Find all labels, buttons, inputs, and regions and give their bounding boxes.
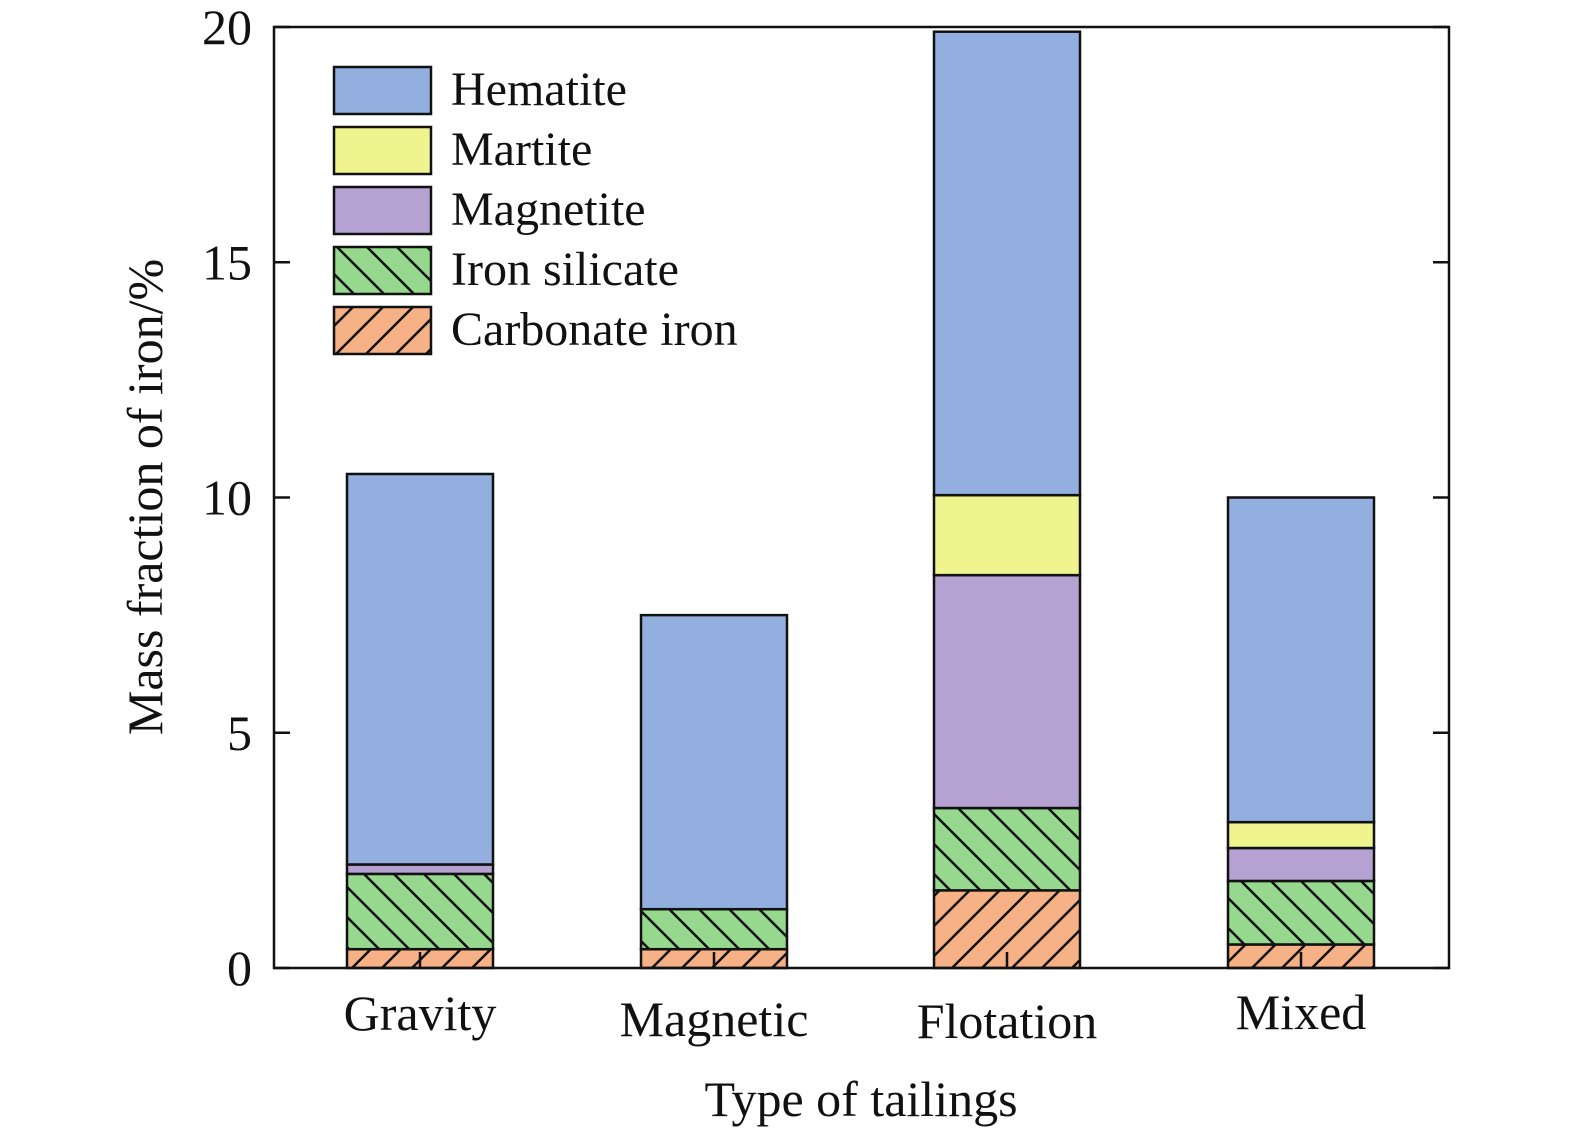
legend-label-hematite: Hematite (451, 63, 627, 116)
bar-segment-flotation-martite (932, 493, 1082, 577)
bar-segment-gravity-hematite (345, 472, 495, 866)
legend-label-martite: Martite (451, 123, 592, 176)
bar-segment-mixed-iron-silicate (1226, 879, 1376, 946)
y-tick-label: 5 (227, 705, 252, 761)
legend-swatch-iron-silicate (332, 245, 433, 296)
legend-label-iron-silicate: Iron silicate (451, 243, 679, 296)
y-tick-label: 10 (202, 470, 252, 526)
bar-segment-gravity-magnetite (345, 863, 495, 876)
legend-swatch-magnetite (332, 185, 433, 236)
x-category-label: Magnetic (620, 991, 809, 1047)
y-tick-label: 0 (227, 940, 252, 996)
y-axis-ticks: 0 5 10 15 20 (202, 0, 1449, 996)
legend-label-carbonate-iron: Carbonate iron (451, 303, 738, 356)
x-axis-title: Type of tailings (704, 1071, 1017, 1127)
y-tick-label: 20 (202, 0, 252, 55)
legend-swatch-hematite (332, 65, 433, 116)
legend-swatch-carbonate-iron (332, 305, 433, 356)
x-category-label: Mixed (1236, 984, 1367, 1040)
x-axis-categories: Gravity Magnetic Flotation Mixed (344, 952, 1367, 1049)
bar-segment-gravity-iron-silicate (345, 872, 495, 951)
bar-segment-flotation-iron-silicate (932, 806, 1082, 892)
y-axis-title: Mass fraction of iron/% (117, 259, 173, 735)
y-tick-label: 15 (202, 234, 252, 290)
legend-swatch-martite (332, 125, 433, 176)
x-category-label: Gravity (344, 985, 497, 1041)
bar-segment-flotation-hematite (932, 30, 1082, 497)
bar-segment-magnetic-hematite (639, 613, 789, 911)
bar-segment-magnetic-iron-silicate (639, 907, 789, 951)
bar-segment-mixed-hematite (1226, 496, 1376, 824)
x-category-label: Flotation (917, 993, 1098, 1049)
legend: Hematite Martite Magnetite Iron silicate Car… (332, 63, 738, 356)
legend-label-magnetite: Magnetite (451, 183, 646, 236)
bar-segment-flotation-magnetite (932, 573, 1082, 810)
bar-segment-mixed-magnetite (1226, 846, 1376, 883)
bar-segment-mixed-martite (1226, 820, 1376, 850)
bars-layer (345, 30, 1376, 970)
